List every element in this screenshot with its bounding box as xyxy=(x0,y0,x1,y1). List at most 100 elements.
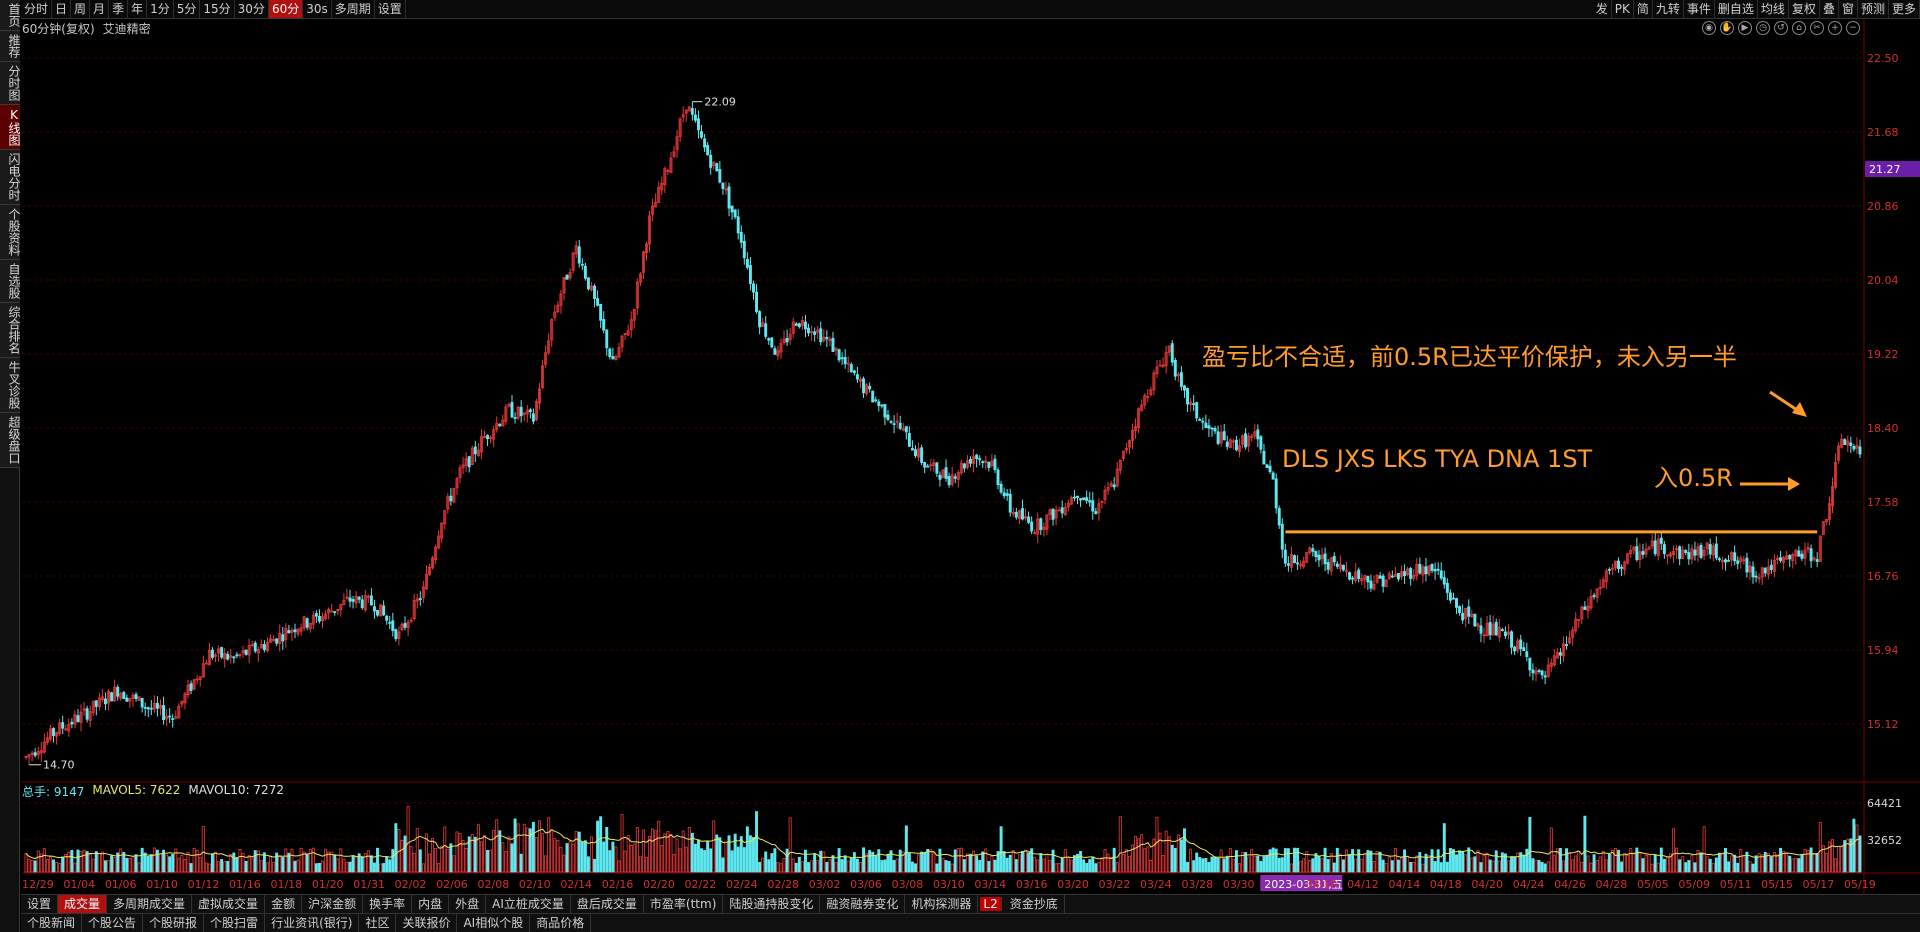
zoom-in-icon[interactable]: + xyxy=(1828,21,1842,35)
tabs1-tab-13[interactable]: 融资融券变化 xyxy=(820,895,906,913)
candle-body xyxy=(58,722,62,735)
tabs2-tab-5[interactable]: 社区 xyxy=(359,914,397,932)
toolbar-right-button-8[interactable]: 叠 xyxy=(1820,0,1839,18)
toolbar-right-button-5[interactable]: 删自选 xyxy=(1715,0,1758,18)
tabs2-tab-6[interactable]: 关联报价 xyxy=(396,914,458,932)
left-tab-9[interactable]: 超级盘口 xyxy=(0,413,21,468)
toolbar-right-button-9[interactable]: 窗 xyxy=(1839,0,1858,18)
restore-icon[interactable]: ⌂ xyxy=(1792,21,1806,35)
period-button-10[interactable]: 60分 xyxy=(268,0,304,18)
tabs1-tab-2[interactable]: 多周期成交量 xyxy=(107,895,193,913)
toolbar-right-button-11[interactable]: 更多 xyxy=(1889,0,1920,18)
volume-bar xyxy=(1494,850,1498,873)
left-tab-5[interactable]: 个股资料 xyxy=(0,205,21,260)
eye-icon[interactable]: ◉ xyxy=(1702,21,1716,35)
candle-body xyxy=(1571,629,1575,638)
clock-icon[interactable]: ◷ xyxy=(1756,21,1770,35)
kline-chart[interactable]: 22.50 21.68 20.86 20.04 19.22 18.40 17.58 16.76… xyxy=(0,0,1920,894)
candle-body xyxy=(272,639,276,642)
period-button-3[interactable]: 月 xyxy=(90,0,110,18)
candle-body xyxy=(97,697,101,707)
period-button-8[interactable]: 15分 xyxy=(200,0,235,18)
tabs1-tab-8[interactable]: 外盘 xyxy=(449,895,487,913)
candle-body xyxy=(424,573,428,590)
tabs1-tab-7[interactable]: 内盘 xyxy=(412,895,450,913)
candle-body xyxy=(470,447,474,466)
tabs2-tab-1[interactable]: 个股公告 xyxy=(82,914,144,932)
candle-body xyxy=(186,684,190,696)
tabs1-tab-15[interactable]: L2 xyxy=(980,897,1002,911)
toolbar-right-button-1[interactable]: PK xyxy=(1612,0,1634,18)
tabs1-tab-11[interactable]: 市盈率(ttm) xyxy=(644,895,724,913)
period-button-7[interactable]: 5分 xyxy=(174,0,201,18)
left-tab-4[interactable]: 闪电分时 xyxy=(0,150,21,205)
candle-body xyxy=(1852,446,1856,450)
tabs1-tab-9[interactable]: AI立桩成交量 xyxy=(486,895,571,913)
tabs1-tab-12[interactable]: 陆股通持股变化 xyxy=(723,895,821,913)
toolbar-right-button-3[interactable]: 九转 xyxy=(1653,0,1684,18)
candle-body xyxy=(590,285,593,291)
candle-body xyxy=(1091,500,1095,512)
date-tick-label: 04/24 xyxy=(1513,878,1545,891)
volume-bar xyxy=(1840,846,1844,873)
candle-body xyxy=(1632,547,1636,551)
tabs2-tab-4[interactable]: 行业资讯(银行) xyxy=(265,914,360,932)
undo-icon[interactable]: ↺ xyxy=(1774,21,1788,35)
tabs1-tab-14[interactable]: 机构探测器 xyxy=(905,895,979,913)
tools-icon[interactable]: ✂ xyxy=(1810,21,1824,35)
volume-bar xyxy=(235,857,239,873)
volume-bar xyxy=(1127,855,1131,873)
left-tab-3[interactable]: K线图 xyxy=(0,105,21,150)
left-tab-0[interactable]: 首页 xyxy=(0,0,21,31)
zoom-out-icon[interactable]: − xyxy=(1846,21,1860,35)
tabs2-tab-0[interactable]: 个股新闻 xyxy=(21,914,83,932)
tabs1-tab-1[interactable]: 成交量 xyxy=(58,895,108,913)
period-button-1[interactable]: 日 xyxy=(52,0,72,18)
toolbar-right-button-7[interactable]: 复权 xyxy=(1789,0,1820,18)
tabs2-tab-3[interactable]: 个股扫雷 xyxy=(204,914,266,932)
tabs1-tab-10[interactable]: 盘后成交量 xyxy=(571,895,644,913)
period-button-2[interactable]: 周 xyxy=(71,0,91,18)
play-icon[interactable]: ▶ xyxy=(1738,21,1752,35)
candle-body xyxy=(1809,548,1813,562)
period-button-11[interactable]: 30s xyxy=(303,0,332,18)
volume-bar xyxy=(1341,859,1345,873)
tabs1-tab-16[interactable]: 资金抄底 xyxy=(1004,895,1065,913)
tabs1-tab-4[interactable]: 金额 xyxy=(265,895,303,913)
left-tab-7[interactable]: 综合排名 xyxy=(0,303,21,358)
volume-bar xyxy=(580,841,584,873)
period-button-5[interactable]: 年 xyxy=(128,0,148,18)
period-button-4[interactable]: 季 xyxy=(109,0,129,18)
tabs1-tab-6[interactable]: 换手率 xyxy=(363,895,413,913)
volume-bar xyxy=(1186,861,1190,873)
volume-bar xyxy=(547,817,551,873)
toolbar-right-button-6[interactable]: 均线 xyxy=(1758,0,1789,18)
tabs2-tab-2[interactable]: 个股研报 xyxy=(143,914,205,932)
volume-bar xyxy=(816,860,820,873)
left-tab-1[interactable]: 推荐 xyxy=(0,31,21,62)
tabs1-tab-5[interactable]: 沪深金额 xyxy=(302,895,364,913)
left-tab-8[interactable]: 牛叉诊股 xyxy=(0,358,21,413)
volume-bar xyxy=(1351,849,1355,873)
volume-bar xyxy=(296,859,300,873)
toolbar-right-button-0[interactable]: 发 xyxy=(1593,0,1612,18)
volume-bar xyxy=(30,860,34,873)
period-button-13[interactable]: 设置 xyxy=(375,0,406,18)
period-button-9[interactable]: 30分 xyxy=(235,0,269,18)
toolbar-right-button-2[interactable]: 简 xyxy=(1634,0,1653,18)
tabs1-tab-3[interactable]: 虚拟成交量 xyxy=(192,895,266,913)
candle-body xyxy=(1225,441,1229,447)
tabs1-tab-0[interactable]: 设置 xyxy=(21,895,59,913)
volume-bar xyxy=(978,860,982,873)
hand-icon[interactable]: ✋ xyxy=(1720,21,1734,35)
toolbar-right-button-4[interactable]: 事件 xyxy=(1684,0,1715,18)
period-button-12[interactable]: 多周期 xyxy=(332,0,375,18)
toolbar-right-button-10[interactable]: 预测 xyxy=(1858,0,1889,18)
period-button-6[interactable]: 1分 xyxy=(147,0,174,18)
candle-body xyxy=(865,384,869,394)
tabs2-tab-7[interactable]: AI相似个股 xyxy=(457,914,531,932)
tabs2-tab-8[interactable]: 商品价格 xyxy=(530,914,592,932)
left-tab-6[interactable]: 自选股 xyxy=(0,260,21,303)
period-button-0[interactable]: 分时 xyxy=(21,0,53,18)
left-tab-2[interactable]: 分时图 xyxy=(0,62,21,105)
